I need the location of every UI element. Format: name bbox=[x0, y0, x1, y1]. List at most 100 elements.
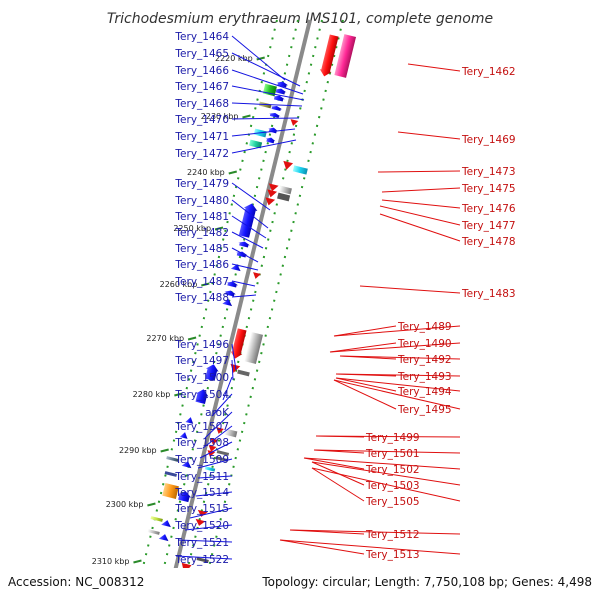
gene-feature-forward[interactable] bbox=[194, 388, 210, 405]
gene-shape[interactable] bbox=[268, 112, 281, 119]
gene-feature-forward[interactable] bbox=[274, 87, 287, 95]
gene-shape[interactable] bbox=[278, 185, 292, 195]
gene-feature-forward[interactable] bbox=[161, 519, 172, 528]
gene-label-forward[interactable]: Tery_1508 bbox=[174, 437, 229, 449]
gene-feature-reverse[interactable] bbox=[252, 272, 261, 280]
gene-label-forward[interactable]: Tery_1522 bbox=[174, 554, 229, 566]
gene-label-forward[interactable]: Tery_1471 bbox=[174, 131, 229, 143]
gene-feature-reverse[interactable] bbox=[281, 160, 294, 171]
gene-label-forward[interactable]: Tery_1480 bbox=[174, 195, 229, 207]
gene-label-reverse[interactable]: Tery_1462 bbox=[461, 66, 516, 78]
gene-label-reverse[interactable]: Tery_1473 bbox=[461, 166, 516, 178]
gene-label-reverse[interactable]: Tery_1476 bbox=[461, 203, 516, 215]
gene-shape[interactable] bbox=[229, 328, 248, 360]
gene-feature-reverse[interactable] bbox=[289, 119, 299, 127]
gene-shape[interactable] bbox=[215, 427, 224, 435]
gene-label-forward[interactable]: Tery_1521 bbox=[174, 537, 229, 549]
gene-label-reverse[interactable]: Tery_1483 bbox=[461, 288, 516, 300]
gene-feature-forward[interactable] bbox=[162, 483, 179, 499]
gene-feature-reverse[interactable] bbox=[244, 332, 263, 364]
gene-shape[interactable] bbox=[194, 388, 210, 405]
gene-feature-forward[interactable] bbox=[226, 280, 239, 288]
gene-label-forward[interactable]: Tery_1497 bbox=[174, 355, 229, 367]
gene-label-forward[interactable]: Tery_1509 bbox=[174, 454, 229, 466]
gene-label-forward[interactable]: Tery_1479 bbox=[174, 178, 229, 190]
gene-shape[interactable] bbox=[281, 160, 294, 171]
gene-label-forward[interactable]: Tery_1468 bbox=[174, 98, 229, 110]
gene-feature-forward[interactable] bbox=[204, 363, 220, 382]
gene-label-reverse[interactable]: Tery_1499 bbox=[365, 432, 420, 444]
gene-feature-reverse[interactable] bbox=[264, 197, 276, 206]
gene-feature-forward[interactable] bbox=[166, 456, 179, 462]
gene-shape[interactable] bbox=[277, 192, 291, 202]
gene-shape[interactable] bbox=[235, 250, 248, 258]
gene-feature-reverse[interactable] bbox=[229, 328, 248, 360]
gene-shape[interactable] bbox=[204, 363, 220, 382]
gene-shape[interactable] bbox=[226, 280, 239, 288]
gene-shape[interactable] bbox=[222, 298, 233, 307]
gene-shape[interactable] bbox=[147, 529, 160, 535]
gene-feature-forward[interactable] bbox=[258, 101, 272, 109]
gene-shape[interactable] bbox=[158, 533, 170, 542]
gene-shape[interactable] bbox=[267, 183, 279, 192]
gene-feature-reverse[interactable] bbox=[334, 34, 357, 78]
gene-shape[interactable] bbox=[161, 519, 172, 528]
gene-feature-forward[interactable] bbox=[276, 80, 289, 88]
gene-shape[interactable] bbox=[268, 126, 279, 134]
gene-shape[interactable] bbox=[237, 202, 259, 238]
gene-feature-forward[interactable] bbox=[238, 240, 251, 248]
gene-label-forward[interactable]: Tery_1485 bbox=[174, 243, 229, 255]
gene-label-forward[interactable]: Tery_1496 bbox=[174, 339, 229, 351]
gene-label-forward[interactable]: Tery_1504 bbox=[174, 389, 229, 401]
gene-shape[interactable] bbox=[196, 557, 209, 563]
gene-label-reverse[interactable]: Tery_1501 bbox=[365, 448, 420, 460]
gene-shape[interactable] bbox=[334, 34, 357, 78]
gene-label-forward[interactable]: Tery_1470 bbox=[174, 114, 229, 126]
gene-feature-reverse[interactable] bbox=[318, 34, 340, 78]
gene-shape[interactable] bbox=[215, 456, 228, 462]
gene-label-reverse[interactable]: Tery_1477 bbox=[461, 220, 516, 232]
gene-shape[interactable] bbox=[150, 516, 163, 522]
gene-feature-forward[interactable] bbox=[185, 416, 194, 424]
gene-shape[interactable] bbox=[164, 471, 177, 477]
gene-label-forward[interactable]: Tery_1511 bbox=[174, 471, 229, 483]
gene-label-forward[interactable]: Tery_1487 bbox=[174, 276, 229, 288]
gene-shape[interactable] bbox=[272, 94, 285, 102]
gene-shape[interactable] bbox=[224, 428, 238, 438]
gene-feature-forward[interactable] bbox=[222, 298, 233, 307]
gene-feature-forward[interactable] bbox=[164, 471, 177, 477]
gene-shape[interactable] bbox=[216, 450, 230, 456]
gene-feature-reverse[interactable] bbox=[196, 509, 208, 518]
gene-label-forward[interactable]: Tery_1515 bbox=[174, 503, 229, 515]
gene-label-forward[interactable]: Tery_1481 bbox=[174, 211, 229, 223]
gene-label-forward[interactable]: Tery_1514 bbox=[174, 487, 229, 499]
gene-feature-forward[interactable] bbox=[237, 202, 259, 238]
gene-label-forward[interactable]: Tery_1472 bbox=[174, 148, 229, 160]
gene-feature-forward[interactable] bbox=[179, 431, 189, 439]
gene-feature-reverse[interactable] bbox=[207, 445, 217, 453]
gene-feature-reverse[interactable] bbox=[215, 456, 228, 462]
gene-shape[interactable] bbox=[204, 466, 216, 472]
gene-label-reverse[interactable]: Tery_1494 bbox=[397, 386, 452, 398]
gene-shape[interactable] bbox=[276, 80, 289, 88]
gene-shape[interactable] bbox=[274, 87, 287, 95]
gene-feature-reverse[interactable] bbox=[196, 557, 209, 563]
gene-label-reverse[interactable]: Tery_1475 bbox=[461, 183, 516, 195]
gene-shape[interactable] bbox=[266, 189, 278, 198]
gene-feature-forward[interactable] bbox=[158, 533, 170, 542]
gene-feature-forward[interactable] bbox=[181, 460, 193, 469]
gene-shape[interactable] bbox=[258, 101, 272, 109]
gene-label-reverse[interactable]: Tery_1469 bbox=[461, 134, 516, 146]
gene-feature-forward[interactable] bbox=[224, 289, 237, 297]
gene-shape[interactable] bbox=[181, 460, 193, 469]
gene-feature-forward[interactable] bbox=[249, 139, 263, 149]
gene-shape[interactable] bbox=[238, 240, 251, 248]
gene-feature-forward[interactable] bbox=[270, 105, 283, 112]
gene-shape[interactable] bbox=[166, 456, 179, 462]
gene-label-reverse[interactable]: Tery_1492 bbox=[397, 354, 452, 366]
gene-shape[interactable] bbox=[185, 416, 194, 424]
gene-shape[interactable] bbox=[244, 332, 263, 364]
gene-feature-forward[interactable] bbox=[150, 516, 163, 522]
gene-label-reverse[interactable]: Tery_1495 bbox=[397, 404, 452, 416]
gene-feature-reverse[interactable] bbox=[204, 466, 216, 472]
